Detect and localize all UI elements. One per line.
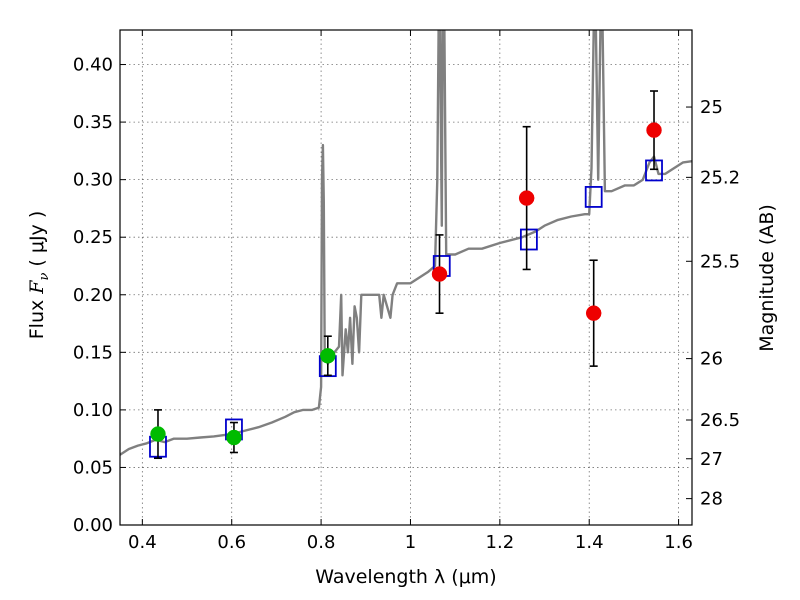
y-tick-label: 0.35	[73, 112, 113, 133]
observed-point	[646, 122, 662, 138]
observed-point	[150, 426, 166, 442]
x-axis-label: Wavelength λ (μm)	[315, 566, 496, 588]
y-axis-label-post: ( μJy )	[26, 211, 48, 273]
y2-tick-label: 27	[700, 449, 723, 470]
x-tick-label: 1.2	[486, 532, 515, 553]
x-tick-label: 0.6	[217, 532, 246, 553]
y-tick-label: 0.20	[73, 285, 113, 306]
observed-point	[226, 429, 242, 446]
x-tick-label: 1.6	[664, 532, 693, 553]
y-axis-label-pre: Flux	[26, 294, 48, 340]
y-tick-label: 0.25	[73, 227, 113, 248]
y2-tick-label: 26	[700, 349, 723, 370]
tick-layer: 0.4 0.6 0.8 1 1.2 1.4 1.6 0.00 0.05 0.10 0.15 0.20 0…	[73, 30, 740, 553]
y-tick-label: 0.00	[73, 515, 113, 536]
y-axis-label-sub: ν	[37, 273, 52, 281]
plot-frame	[119, 29, 693, 526]
x-tick-label: 0.8	[307, 532, 336, 553]
y2-tick-label: 28	[700, 489, 723, 510]
y2-axis-label: Magnitude (AB)	[756, 204, 778, 352]
observed-point	[518, 190, 535, 206]
y2-tick-label: 26.5	[700, 410, 740, 431]
observed-point	[431, 266, 448, 282]
model-photometry-square	[584, 186, 603, 208]
grid-layer	[120, 30, 692, 526]
series-layer	[120, 30, 692, 460]
y-axis-label: Flux Fν ( μJy )	[26, 211, 52, 340]
model-photometry-square	[519, 228, 538, 251]
observed-point	[585, 305, 602, 321]
y2-tick-label: 25.2	[700, 167, 740, 188]
y-tick-label: 0.10	[73, 400, 113, 421]
observed-point	[320, 348, 336, 364]
spectrum-line	[120, 30, 692, 456]
y-tick-label: 0.05	[73, 457, 113, 478]
y-tick-label: 0.15	[73, 342, 113, 363]
y2-tick-label: 25.5	[700, 251, 740, 272]
y2-tick-label: 25	[700, 97, 723, 118]
y-axis-label-italic: F	[26, 280, 48, 295]
y-tick-label: 0.30	[73, 170, 113, 191]
y-tick-label: 0.40	[73, 55, 113, 76]
x-tick-label: 0.4	[128, 532, 157, 553]
x-tick-label: 1.4	[575, 532, 604, 553]
x-tick-label: 1	[405, 532, 416, 553]
